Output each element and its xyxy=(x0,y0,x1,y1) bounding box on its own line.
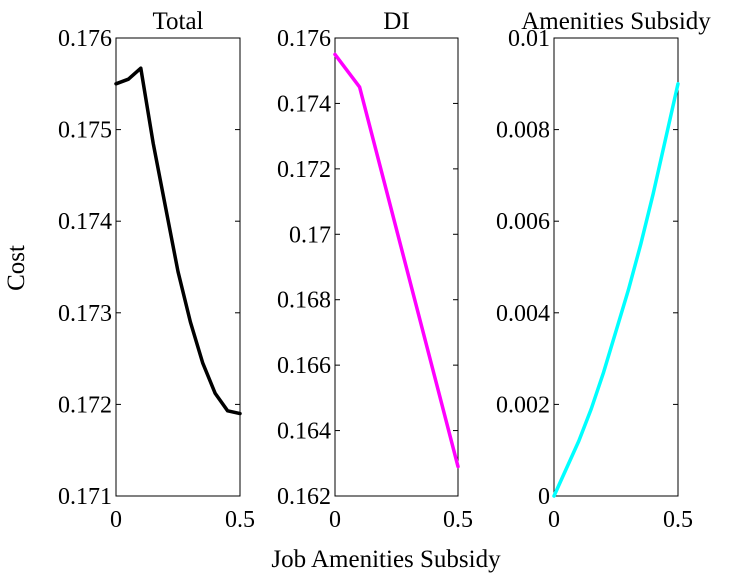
x-tick-label: 0 xyxy=(548,507,560,533)
y-tick-label: 0.168 xyxy=(277,288,331,314)
x-tick-label: 0.5 xyxy=(663,507,693,533)
y-tick-label: 0.164 xyxy=(277,419,331,445)
y-tick-label: 0.174 xyxy=(58,209,112,235)
axes-frame xyxy=(115,37,241,497)
y-axis-label: Cost xyxy=(3,245,30,291)
panel-title: Amenities Subsidy xyxy=(521,8,711,35)
y-tick-label: 0.008 xyxy=(496,118,550,144)
y-tick-label: 0.173 xyxy=(58,301,112,327)
series-line xyxy=(552,82,680,498)
y-tick-label: 0.17 xyxy=(289,222,331,248)
y-tick-label: 0.174 xyxy=(277,91,331,117)
y-tick-label: 0.176 xyxy=(277,26,331,52)
y-tick-label: 0.006 xyxy=(496,209,550,235)
y-tick-label: 0.004 xyxy=(496,301,550,327)
y-tick-label: 0.002 xyxy=(496,392,550,418)
x-axis-label: Job Amenities Subsidy xyxy=(271,546,501,573)
y-tick-label: 0.171 xyxy=(58,484,112,510)
y-tick-label: 0 xyxy=(538,484,550,510)
panel-2: DI 0.162 0.164 0.166 0.168 0.17 0.172 0.174 0.17… xyxy=(277,8,473,533)
series-line xyxy=(333,52,460,469)
panel-3: Amenities Subsidy 0 0.002 0.004 0.006 0.008 0.… xyxy=(496,8,711,533)
x-tick-label: 0 xyxy=(110,507,122,533)
panel-1: Total 0.171 0.172 0.173 0.174 0.175 0.176 0 0.5 xyxy=(58,8,255,533)
x-tick-label: 0.5 xyxy=(225,507,255,533)
panel-title: DI xyxy=(383,8,409,35)
axes-frame xyxy=(553,37,679,497)
y-tick-label: 0.162 xyxy=(277,484,331,510)
panel-title: Total xyxy=(152,8,203,35)
y-tick-label: 0.172 xyxy=(58,392,112,418)
y-tick-label: 0.172 xyxy=(277,157,331,183)
y-tick-label: 0.166 xyxy=(277,353,331,379)
axes-frame xyxy=(334,37,459,497)
y-tick-label: 0.175 xyxy=(58,118,112,144)
x-tick-label: 0.5 xyxy=(443,507,473,533)
series-line xyxy=(114,66,242,416)
y-tick-label: 0.176 xyxy=(58,26,112,52)
y-tick-label: 0.01 xyxy=(508,26,550,52)
x-tick-label: 0 xyxy=(329,507,341,533)
